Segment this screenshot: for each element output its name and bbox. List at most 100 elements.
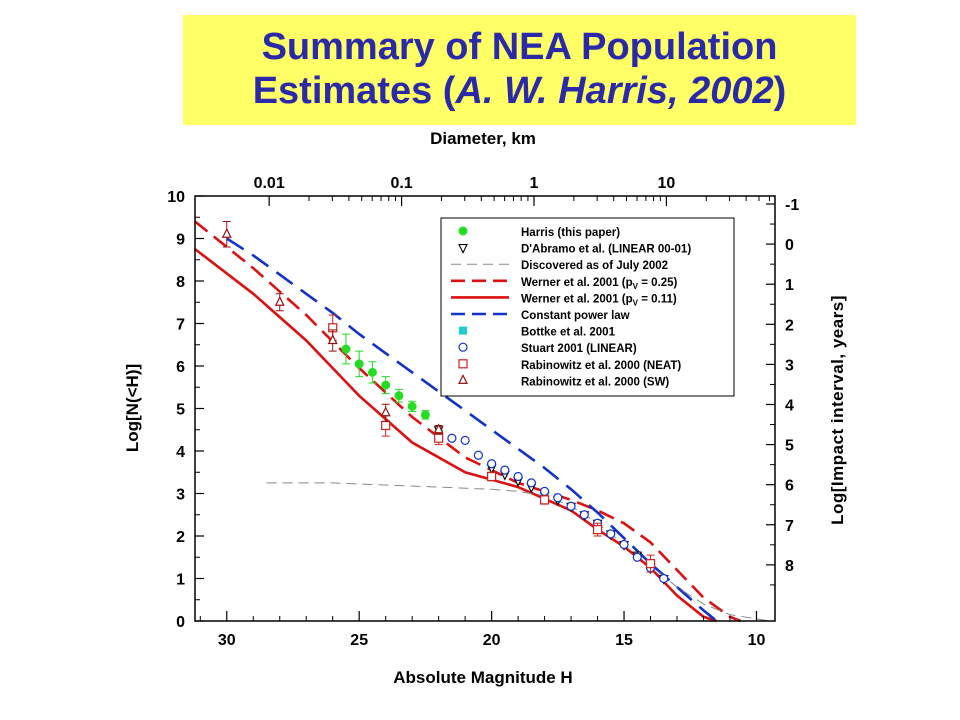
data-point bbox=[553, 493, 563, 503]
y2-tick-label: 2 bbox=[785, 317, 794, 334]
title-line-2-prefix: Estimates ( bbox=[252, 70, 456, 112]
x2-tick-label: 0.1 bbox=[390, 175, 412, 192]
title-line-2: Estimates (A. W. Harris, 2002) bbox=[183, 69, 856, 113]
y2-tick-label: 6 bbox=[785, 478, 794, 495]
data-point bbox=[341, 344, 351, 354]
data-point bbox=[458, 244, 468, 254]
legend-label: Stuart 2001 (LINEAR) bbox=[521, 343, 637, 355]
data-point bbox=[659, 573, 669, 584]
y-tick-label: 3 bbox=[176, 487, 185, 504]
x2-tick-label: 10 bbox=[658, 175, 676, 192]
title-line-1: Summary of NEA Population bbox=[261, 26, 778, 68]
y2-tick-label: 5 bbox=[785, 438, 794, 455]
legend-label: Harris (this paper) bbox=[521, 227, 620, 239]
data-point bbox=[458, 359, 468, 369]
data-point bbox=[367, 367, 377, 377]
data-point bbox=[539, 486, 550, 496]
y-tick-label: 1 bbox=[176, 572, 185, 589]
legend-label: Constant power law bbox=[521, 310, 630, 322]
y2-tick-label: 4 bbox=[785, 397, 794, 414]
x-tick-label: 20 bbox=[483, 632, 501, 649]
y-tick-label: 7 bbox=[176, 317, 185, 334]
legend-label: D'Abramo et al. (LINEAR 00-01) bbox=[521, 244, 691, 256]
data-point bbox=[458, 226, 468, 236]
y2-tick-label: -1 bbox=[785, 197, 799, 214]
data-point bbox=[500, 465, 510, 475]
y-tick-label: 0 bbox=[176, 614, 185, 631]
x-tick-label: 10 bbox=[748, 632, 766, 649]
data-point bbox=[420, 410, 430, 420]
y2-tick-label: 3 bbox=[785, 357, 794, 374]
data-point bbox=[513, 471, 523, 482]
legend-subscript: V bbox=[633, 298, 639, 307]
data-point bbox=[394, 391, 404, 401]
data-point bbox=[380, 406, 391, 417]
legend-label: Discovered as of July 2002 bbox=[521, 260, 668, 272]
data-point bbox=[354, 359, 364, 369]
data-point bbox=[458, 374, 468, 384]
x-axis-label: Absolute Magnitude H bbox=[393, 668, 572, 687]
x2-tick-label: 1 bbox=[530, 175, 539, 192]
data-point bbox=[460, 435, 470, 445]
data-point bbox=[632, 552, 642, 562]
data-point bbox=[645, 559, 656, 569]
y-tick-label: 4 bbox=[176, 444, 185, 461]
data-point bbox=[487, 471, 497, 482]
legend-label: Werner et al. 2001 (pV = 0.11) bbox=[521, 293, 677, 307]
x-tick-label: 25 bbox=[350, 632, 368, 649]
data-point bbox=[458, 342, 468, 352]
x-tick-label: 15 bbox=[615, 632, 633, 649]
axes-layer: 0 1 2 3 4 5 6 7 8 9 10 -1 0 1 2 3 4 5 6 7 8 30 25 20 15 10 0.01 0.1… bbox=[167, 175, 799, 649]
data-point bbox=[606, 529, 616, 539]
data-point bbox=[434, 433, 444, 443]
data-point bbox=[381, 420, 391, 431]
y-tick-label: 8 bbox=[176, 274, 185, 291]
data-point bbox=[447, 433, 457, 443]
y-axis-label: Log[N(<H)] bbox=[123, 364, 142, 452]
legend-box bbox=[440, 217, 735, 397]
data-point bbox=[526, 478, 536, 488]
y-tick-label: 2 bbox=[176, 529, 185, 546]
top-axis-label: Diameter, km bbox=[430, 129, 536, 148]
data-point bbox=[619, 539, 629, 550]
legend-subscript: V bbox=[633, 282, 639, 291]
data-point bbox=[381, 380, 391, 390]
legend-suffix: = 0.25) bbox=[638, 277, 677, 289]
y2-tick-label: 7 bbox=[785, 518, 794, 535]
data-point bbox=[566, 501, 576, 511]
series-line bbox=[266, 482, 770, 622]
y-tick-label: 6 bbox=[176, 359, 185, 376]
legend-suffix: = 0.11) bbox=[638, 293, 677, 305]
y2-tick-label: 1 bbox=[785, 277, 794, 294]
x-tick-label: 30 bbox=[218, 632, 236, 649]
data-point bbox=[407, 401, 417, 411]
y-tick-label: 5 bbox=[176, 402, 185, 419]
legend-label: Rabinowitz et al. 2000 (SW) bbox=[521, 376, 669, 388]
data-point bbox=[327, 334, 338, 345]
data-point bbox=[221, 227, 232, 238]
data-point bbox=[433, 423, 444, 434]
y-tick-label: 10 bbox=[167, 189, 185, 206]
data-point bbox=[592, 525, 603, 535]
legend: Harris (this paper) D'Abramo et al. (LINE… bbox=[440, 217, 735, 397]
data-point bbox=[579, 510, 589, 520]
title-author-year: A. W. Harris, 2002 bbox=[455, 70, 774, 112]
data-point bbox=[459, 326, 467, 335]
x2-tick-label: 0.01 bbox=[254, 175, 285, 192]
legend-label: Rabinowitz et al. 2000 (NEAT) bbox=[521, 360, 681, 372]
series-line bbox=[194, 220, 742, 623]
legend-label: Bottke et al. 2001 bbox=[521, 327, 616, 339]
series-layer bbox=[194, 220, 770, 623]
data-point bbox=[473, 450, 483, 460]
title-banner: Summary of NEA Population Estimates (A. … bbox=[183, 15, 856, 125]
title-line-2-suffix: ) bbox=[773, 70, 787, 112]
right-axis-label: Log[Impact interval, years] bbox=[828, 295, 847, 525]
y2-tick-label: 8 bbox=[785, 558, 794, 575]
data-point bbox=[274, 295, 285, 306]
data-point bbox=[539, 495, 550, 505]
data-point bbox=[487, 459, 497, 469]
y2-tick-label: 0 bbox=[785, 237, 794, 254]
y-tick-label: 9 bbox=[176, 232, 185, 249]
legend-label: Werner et al. 2001 (pV = 0.25) bbox=[521, 277, 677, 291]
